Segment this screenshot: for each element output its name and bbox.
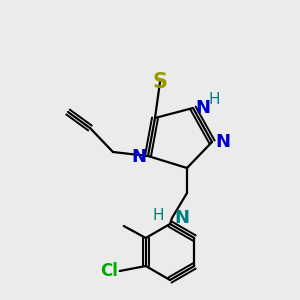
Text: H: H	[152, 208, 164, 224]
Text: N: N	[195, 99, 210, 117]
Text: N: N	[215, 133, 230, 151]
Text: H: H	[209, 92, 220, 107]
Text: S: S	[152, 72, 167, 92]
Text: N: N	[174, 209, 189, 227]
Text: Cl: Cl	[100, 262, 118, 280]
Text: N: N	[131, 148, 146, 166]
